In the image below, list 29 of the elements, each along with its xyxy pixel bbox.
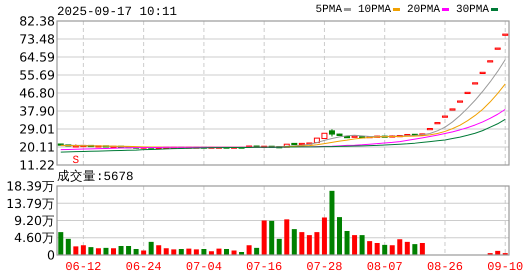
y-tick-label: 9.20万 (14, 212, 55, 228)
x-tick-label: 08-07 (366, 260, 403, 274)
annotation: S (72, 155, 80, 167)
y-tick-label: 64.59 (19, 50, 56, 64)
legend-label: 10PMA (358, 4, 392, 16)
y-tick-label: 46.80 (19, 86, 56, 100)
chart-title: 成交量:5678 (57, 168, 134, 184)
y-tick-label: 20.11 (19, 140, 55, 155)
x-tick-label: 07-04 (186, 260, 222, 274)
y-tick-label: 11.22 (19, 158, 55, 172)
chart-title: 2025-09-17 10:11 (57, 5, 178, 19)
legend-label: 20PMA (406, 4, 440, 16)
x-tick-label: 09-10 (487, 260, 524, 274)
x-tick-label: 08-26 (426, 260, 463, 274)
x-tick-label: 07-16 (246, 260, 282, 274)
y-tick-label: 55.69 (19, 68, 56, 83)
y-tick-label: 13.79万 (6, 196, 55, 211)
y-tick-label: 29.01 (19, 122, 55, 136)
y-tick-label: 18.39万 (6, 178, 55, 194)
x-tick-label: 06-24 (126, 260, 162, 274)
x-tick-label: 07-28 (306, 260, 342, 274)
legend-label: 5PMA (316, 4, 342, 16)
legend-label: 30PMA (456, 4, 490, 16)
y-tick-label: 73.48 (19, 32, 56, 47)
y-tick-label: 0 (47, 248, 56, 262)
y-tick-label: 37.90 (19, 104, 56, 119)
x-tick-label: 06-12 (65, 260, 102, 274)
y-tick-label: 4.60万 (14, 230, 55, 246)
y-tick-label: 82.38 (19, 14, 56, 28)
